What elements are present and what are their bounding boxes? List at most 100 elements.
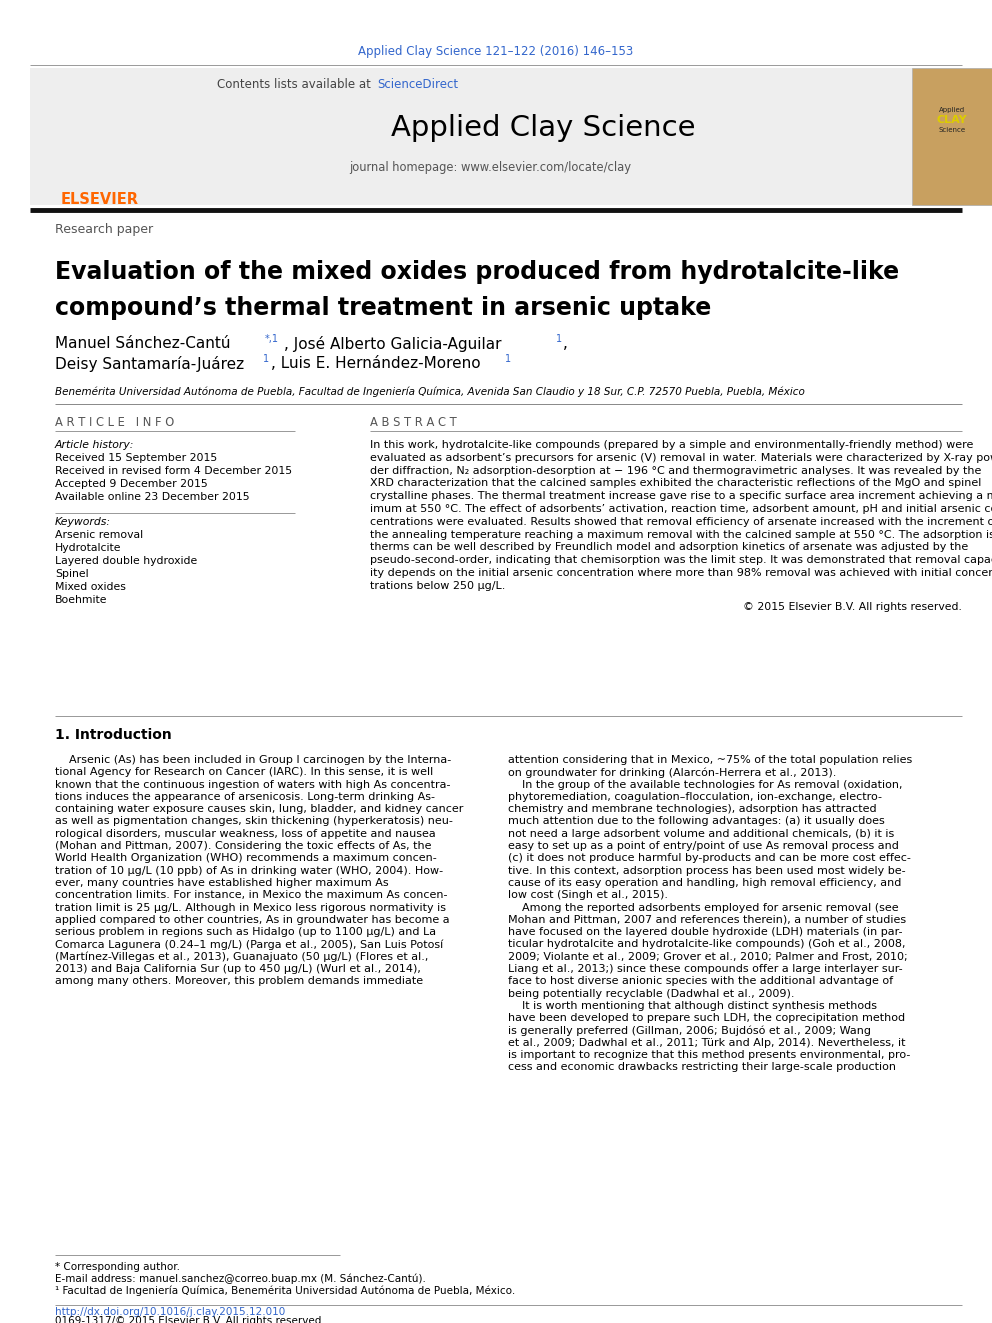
Text: A R T I C L E   I N F O: A R T I C L E I N F O bbox=[55, 415, 175, 429]
Text: Received 15 September 2015: Received 15 September 2015 bbox=[55, 452, 217, 463]
Text: © 2015 Elsevier B.V. All rights reserved.: © 2015 Elsevier B.V. All rights reserved… bbox=[743, 602, 962, 611]
Text: is generally preferred (Gillman, 2006; Bujdósó et al., 2009; Wang: is generally preferred (Gillman, 2006; B… bbox=[508, 1025, 871, 1036]
Text: therms can be well described by Freundlich model and adsorption kinetics of arse: therms can be well described by Freundli… bbox=[370, 542, 968, 553]
Text: applied compared to other countries, As in groundwater has become a: applied compared to other countries, As … bbox=[55, 916, 449, 925]
Text: der diffraction, N₂ adsorption-desorption at − 196 °C and thermogravimetric anal: der diffraction, N₂ adsorption-desorptio… bbox=[370, 466, 981, 475]
Text: It is worth mentioning that although distinct synthesis methods: It is worth mentioning that although dis… bbox=[508, 1002, 877, 1011]
Text: much attention due to the following advantages: (a) it usually does: much attention due to the following adva… bbox=[508, 816, 885, 827]
Text: 1: 1 bbox=[263, 355, 269, 364]
Text: phytoremediation, coagulation–flocculation, ion-exchange, electro-: phytoremediation, coagulation–flocculati… bbox=[508, 792, 882, 802]
Text: Among the reported adsorbents employed for arsenic removal (see: Among the reported adsorbents employed f… bbox=[508, 902, 899, 913]
Text: 0169-1317/© 2015 Elsevier B.V. All rights reserved.: 0169-1317/© 2015 Elsevier B.V. All right… bbox=[55, 1316, 324, 1323]
Text: ScienceDirect: ScienceDirect bbox=[377, 78, 458, 90]
Text: (c) it does not produce harmful by-products and can be more cost effec-: (c) it does not produce harmful by-produ… bbox=[508, 853, 911, 864]
Text: ticular hydrotalcite and hydrotalcite-like compounds) (Goh et al., 2008,: ticular hydrotalcite and hydrotalcite-li… bbox=[508, 939, 906, 950]
Text: have been developed to prepare such LDH, the coprecipitation method: have been developed to prepare such LDH,… bbox=[508, 1013, 905, 1023]
Text: trations below 250 μg/L.: trations below 250 μg/L. bbox=[370, 581, 505, 591]
Text: Available online 23 December 2015: Available online 23 December 2015 bbox=[55, 492, 250, 501]
Text: ever, many countries have established higher maximum As: ever, many countries have established hi… bbox=[55, 878, 389, 888]
Text: Hydrotalcite: Hydrotalcite bbox=[55, 542, 121, 553]
Text: known that the continuous ingestion of waters with high As concentra-: known that the continuous ingestion of w… bbox=[55, 779, 450, 790]
Text: http://dx.doi.org/10.1016/j.clay.2015.12.010: http://dx.doi.org/10.1016/j.clay.2015.12… bbox=[55, 1307, 286, 1316]
Text: Deisy Santamaría-Juárez: Deisy Santamaría-Juárez bbox=[55, 356, 249, 372]
Text: tration limit is 25 μg/L. Although in Mexico less rigorous normativity is: tration limit is 25 μg/L. Although in Me… bbox=[55, 902, 446, 913]
Text: cause of its easy operation and handling, high removal efficiency, and: cause of its easy operation and handling… bbox=[508, 878, 902, 888]
Text: centrations were evaluated. Results showed that removal efficiency of arsenate i: centrations were evaluated. Results show… bbox=[370, 517, 992, 527]
Text: have focused on the layered double hydroxide (LDH) materials (in par-: have focused on the layered double hydro… bbox=[508, 927, 903, 937]
Text: World Health Organization (WHO) recommends a maximum concen-: World Health Organization (WHO) recommen… bbox=[55, 853, 436, 864]
Text: 2013) and Baja California Sur (up to 450 μg/L) (Wurl et al., 2014),: 2013) and Baja California Sur (up to 450… bbox=[55, 964, 421, 974]
Text: tions induces the appearance of arsenicosis. Long-term drinking As-: tions induces the appearance of arsenico… bbox=[55, 792, 435, 802]
Text: Received in revised form 4 December 2015: Received in revised form 4 December 2015 bbox=[55, 466, 292, 476]
Text: the annealing temperature reaching a maximum removal with the calcined sample at: the annealing temperature reaching a max… bbox=[370, 529, 992, 540]
Text: *,1: *,1 bbox=[265, 333, 279, 344]
Text: is important to recognize that this method presents environmental, pro-: is important to recognize that this meth… bbox=[508, 1050, 911, 1060]
Text: Article history:: Article history: bbox=[55, 441, 134, 450]
Text: evaluated as adsorbent’s precursors for arsenic (V) removal in water. Materials : evaluated as adsorbent’s precursors for … bbox=[370, 452, 992, 463]
Text: Arsenic (As) has been included in Group I carcinogen by the Interna-: Arsenic (As) has been included in Group … bbox=[55, 755, 451, 765]
Text: imum at 550 °C. The effect of adsorbents’ activation, reaction time, adsorbent a: imum at 550 °C. The effect of adsorbents… bbox=[370, 504, 992, 515]
Text: tional Agency for Research on Cancer (IARC). In this sense, it is well: tional Agency for Research on Cancer (IA… bbox=[55, 767, 434, 778]
Text: Science: Science bbox=[938, 127, 965, 134]
Bar bbox=[30, 67, 912, 205]
Text: Research paper: Research paper bbox=[55, 224, 153, 237]
Text: Mohan and Pittman, 2007 and references therein), a number of studies: Mohan and Pittman, 2007 and references t… bbox=[508, 916, 906, 925]
Text: Manuel Sánchez-Cantú: Manuel Sánchez-Cantú bbox=[55, 336, 235, 352]
Text: Benemérita Universidad Autónoma de Puebla, Facultad de Ingeniería Química, Aveni: Benemérita Universidad Autónoma de Puebl… bbox=[55, 386, 805, 397]
Text: tration of 10 μg/L (10 ppb) of As in drinking water (WHO, 2004). How-: tration of 10 μg/L (10 ppb) of As in dri… bbox=[55, 865, 443, 876]
Text: ,: , bbox=[563, 336, 567, 352]
Text: Spinel: Spinel bbox=[55, 569, 88, 579]
Text: ELSEVIER: ELSEVIER bbox=[61, 193, 139, 208]
Text: , José Alberto Galicia-Aguilar: , José Alberto Galicia-Aguilar bbox=[284, 336, 506, 352]
Text: Accepted 9 December 2015: Accepted 9 December 2015 bbox=[55, 479, 207, 490]
Text: (Martínez-Villegas et al., 2013), Guanajuato (50 μg/L) (Flores et al.,: (Martínez-Villegas et al., 2013), Guanaj… bbox=[55, 951, 429, 962]
Text: (Mohan and Pittman, 2007). Considering the toxic effects of As, the: (Mohan and Pittman, 2007). Considering t… bbox=[55, 841, 432, 851]
Text: ¹ Facultad de Ingeniería Química, Benemérita Universidad Autónoma de Puebla, Méx: ¹ Facultad de Ingeniería Química, Benemé… bbox=[55, 1286, 515, 1297]
Text: Applied Clay Science: Applied Clay Science bbox=[391, 114, 695, 142]
Text: 1: 1 bbox=[505, 355, 511, 364]
Text: concentration limits. For instance, in Mexico the maximum As concen-: concentration limits. For instance, in M… bbox=[55, 890, 447, 900]
Text: Layered double hydroxide: Layered double hydroxide bbox=[55, 556, 197, 566]
Text: rological disorders, muscular weakness, loss of appetite and nausea: rological disorders, muscular weakness, … bbox=[55, 828, 435, 839]
Text: tive. In this context, adsorption process has been used most widely be-: tive. In this context, adsorption proces… bbox=[508, 865, 906, 876]
Text: cess and economic drawbacks restricting their large-scale production: cess and economic drawbacks restricting … bbox=[508, 1062, 896, 1073]
Text: easy to set up as a point of entry/point of use As removal process and: easy to set up as a point of entry/point… bbox=[508, 841, 899, 851]
Text: E-mail address: manuel.sanchez@correo.buap.mx (M. Sánchez-Cantú).: E-mail address: manuel.sanchez@correo.bu… bbox=[55, 1274, 426, 1285]
Text: Liang et al., 2013;) since these compounds offer a large interlayer sur-: Liang et al., 2013;) since these compoun… bbox=[508, 964, 903, 974]
Text: chemistry and membrane technologies), adsorption has attracted: chemistry and membrane technologies), ad… bbox=[508, 804, 877, 814]
Text: * Corresponding author.: * Corresponding author. bbox=[55, 1262, 180, 1271]
Text: face to host diverse anionic species with the additional advantage of: face to host diverse anionic species wit… bbox=[508, 976, 893, 987]
Text: Evaluation of the mixed oxides produced from hydrotalcite-like: Evaluation of the mixed oxides produced … bbox=[55, 261, 899, 284]
Text: Boehmite: Boehmite bbox=[55, 595, 107, 605]
Text: Contents lists available at: Contents lists available at bbox=[217, 78, 375, 90]
Text: Applied Clay Science 121–122 (2016) 146–153: Applied Clay Science 121–122 (2016) 146–… bbox=[358, 45, 634, 58]
Text: 1: 1 bbox=[556, 333, 562, 344]
Text: serious problem in regions such as Hidalgo (up to 1100 μg/L) and La: serious problem in regions such as Hidal… bbox=[55, 927, 436, 937]
Text: being potentially recyclable (Dadwhal et al., 2009).: being potentially recyclable (Dadwhal et… bbox=[508, 988, 795, 999]
Text: journal homepage: www.elsevier.com/locate/clay: journal homepage: www.elsevier.com/locat… bbox=[349, 160, 631, 173]
Text: 1. Introduction: 1. Introduction bbox=[55, 728, 172, 742]
Text: Keywords:: Keywords: bbox=[55, 517, 111, 527]
Text: In the group of the available technologies for As removal (oxidation,: In the group of the available technologi… bbox=[508, 779, 903, 790]
Text: A B S T R A C T: A B S T R A C T bbox=[370, 415, 456, 429]
Text: Comarca Lagunera (0.24–1 mg/L) (Parga et al., 2005), San Luis Potosí: Comarca Lagunera (0.24–1 mg/L) (Parga et… bbox=[55, 939, 443, 950]
Text: as well as pigmentation changes, skin thickening (hyperkeratosis) neu-: as well as pigmentation changes, skin th… bbox=[55, 816, 453, 827]
Text: not need a large adsorbent volume and additional chemicals, (b) it is: not need a large adsorbent volume and ad… bbox=[508, 828, 894, 839]
Text: 2009; Violante et al., 2009; Grover et al., 2010; Palmer and Frost, 2010;: 2009; Violante et al., 2009; Grover et a… bbox=[508, 951, 908, 962]
Text: CLAY: CLAY bbox=[936, 115, 967, 124]
Text: Applied: Applied bbox=[939, 107, 965, 112]
Text: ity depends on the initial arsenic concentration where more than 98% removal was: ity depends on the initial arsenic conce… bbox=[370, 568, 992, 578]
Text: In this work, hydrotalcite-like compounds (prepared by a simple and environmenta: In this work, hydrotalcite-like compound… bbox=[370, 441, 973, 450]
Text: pseudo-second-order, indicating that chemisorption was the limit step. It was de: pseudo-second-order, indicating that che… bbox=[370, 556, 992, 565]
Text: Mixed oxides: Mixed oxides bbox=[55, 582, 126, 591]
Text: crystalline phases. The thermal treatment increase gave rise to a specific surfa: crystalline phases. The thermal treatmen… bbox=[370, 491, 992, 501]
Text: containing water exposure causes skin, lung, bladder, and kidney cancer: containing water exposure causes skin, l… bbox=[55, 804, 463, 814]
Text: Arsenic removal: Arsenic removal bbox=[55, 531, 143, 540]
Text: among many others. Moreover, this problem demands immediate: among many others. Moreover, this proble… bbox=[55, 976, 424, 987]
Text: XRD characterization that the calcined samples exhibited the characteristic refl: XRD characterization that the calcined s… bbox=[370, 479, 981, 488]
Bar bbox=[912, 67, 992, 205]
Text: , Luis E. Hernández-Moreno: , Luis E. Hernández-Moreno bbox=[271, 356, 485, 372]
Text: attention considering that in Mexico, ~75% of the total population relies: attention considering that in Mexico, ~7… bbox=[508, 755, 913, 765]
Text: low cost (Singh et al., 2015).: low cost (Singh et al., 2015). bbox=[508, 890, 668, 900]
Text: on groundwater for drinking (Alarcón-Herrera et al., 2013).: on groundwater for drinking (Alarcón-Her… bbox=[508, 767, 836, 778]
